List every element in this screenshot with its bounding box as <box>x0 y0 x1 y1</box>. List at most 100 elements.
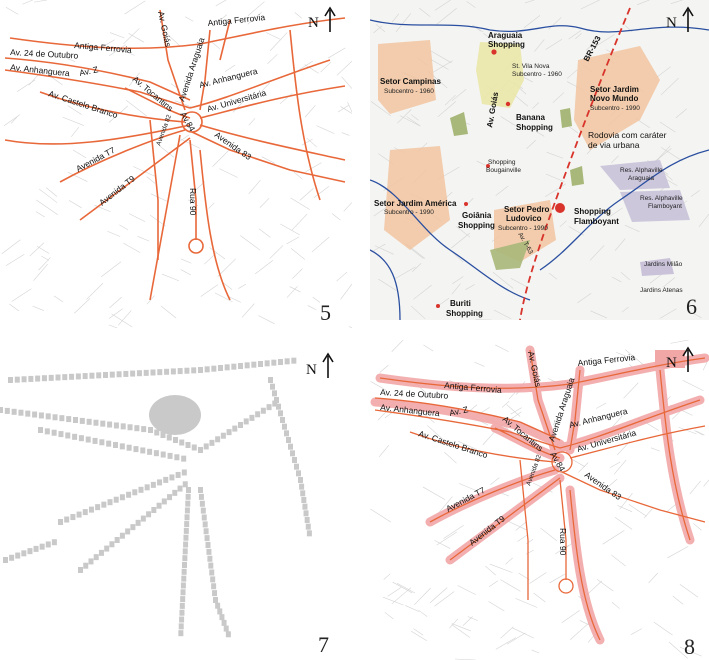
street-segment <box>596 578 614 592</box>
street-segment <box>340 283 352 300</box>
street-segment <box>466 1 476 8</box>
street-segment <box>101 261 122 277</box>
street-segment <box>341 76 352 89</box>
street-segment <box>495 344 509 352</box>
street-segment <box>340 106 352 114</box>
north-label: N <box>666 355 677 371</box>
street-segment <box>261 82 270 92</box>
commercial-block <box>185 500 191 507</box>
street-segment <box>549 573 566 584</box>
rivers <box>370 19 709 320</box>
street-segment <box>566 69 578 79</box>
street-segment <box>643 508 653 519</box>
commercial-block <box>224 364 230 371</box>
commercial-block <box>21 376 27 383</box>
urban-centers-map-6: Araguaia Shopping St. Vila Nova Subcentr… <box>370 0 709 320</box>
commercial-block <box>208 562 214 569</box>
street-segment <box>474 361 485 367</box>
street-segment <box>611 155 619 164</box>
commercial-block <box>200 507 206 514</box>
label-alph-arag: Res. Alphaville <box>620 167 663 174</box>
street-segment <box>5 253 25 266</box>
corridor-ne-block <box>655 350 685 368</box>
commercial-block <box>38 427 43 433</box>
street-segment <box>45 187 58 197</box>
street-segment <box>659 308 677 319</box>
map-panel-8: Antiga Ferrovia Antiga Ferrovia Av. Goiá… <box>370 340 709 660</box>
commercial-block <box>182 481 188 488</box>
street-segment <box>337 104 350 113</box>
commercial-block <box>144 484 150 491</box>
street-segment <box>410 114 419 121</box>
street-segment <box>32 305 44 311</box>
street-segment <box>500 116 516 126</box>
label-campinas-sub: Subcentro - 1960 <box>384 88 434 95</box>
panel-number-8: 8 <box>684 634 695 659</box>
commercial-block <box>147 448 153 455</box>
commercial-block <box>198 367 203 373</box>
street-segment <box>241 303 255 318</box>
commercial-block <box>14 376 20 383</box>
street-segment <box>611 554 626 567</box>
street-segment <box>259 197 270 208</box>
street-segment <box>118 48 135 56</box>
street-segment <box>238 283 247 289</box>
street-segment <box>495 185 509 196</box>
street-segment <box>696 430 705 436</box>
commercial-block <box>150 481 156 488</box>
street-segment <box>291 213 308 231</box>
panel-number-7: 7 <box>318 632 329 657</box>
street-segment <box>341 132 350 136</box>
street-segment <box>463 198 474 208</box>
commercial-block <box>119 494 125 501</box>
street-segment <box>628 504 647 517</box>
street-segment <box>391 13 400 23</box>
street-segment <box>307 305 317 311</box>
street-segment <box>232 97 247 113</box>
commercial-block <box>182 555 188 562</box>
street-segment <box>379 364 389 373</box>
arterial-roads <box>374 349 706 641</box>
street-segment <box>74 298 91 314</box>
commercial-block <box>260 407 266 414</box>
commercial-block <box>183 527 189 534</box>
street-segment <box>449 618 459 629</box>
label-milao: Jardins Milão <box>644 261 683 268</box>
corridor-av-anhanguera-w <box>370 397 565 449</box>
commercial-block <box>125 528 131 535</box>
label-jardim-novo: Setor Jardim <box>590 85 639 94</box>
commercial-block <box>217 608 223 615</box>
commercial-block <box>9 554 15 561</box>
street-segment <box>648 572 659 584</box>
road-network-map-5: Antiga Ferrovia Antiga Ferrovia Av. Goiá… <box>1 0 352 328</box>
commercial-block <box>203 443 209 450</box>
commercial-block <box>191 444 197 451</box>
commercial-block <box>181 469 187 476</box>
commercial-block <box>290 450 295 457</box>
commercial-block <box>284 430 289 437</box>
street-segment <box>117 310 132 326</box>
street-segment <box>343 202 352 212</box>
street-segment <box>286 286 298 298</box>
label-goiania-shop: Goiânia <box>462 211 492 220</box>
commercial-block <box>286 437 291 443</box>
commercial-block <box>126 491 132 498</box>
commercial-block <box>305 523 311 530</box>
commercial-block <box>251 361 257 368</box>
park-2 <box>560 108 572 128</box>
commercial-block <box>223 625 229 632</box>
label-pedro: Setor Pedro <box>504 205 549 214</box>
commercial-block <box>255 411 261 418</box>
label-antiga-ferrovia: Antiga Ferrovia <box>74 40 133 55</box>
commercial-block <box>38 412 44 419</box>
street-segment <box>534 39 545 52</box>
street-segment <box>150 193 168 202</box>
commercial-block <box>300 490 306 497</box>
street-segment <box>41 255 50 261</box>
label-av-castelo-branco: Av. Castelo Branco <box>417 428 489 460</box>
commercial-blocks <box>0 357 312 638</box>
commercial-block <box>226 429 232 436</box>
street-segment <box>592 34 615 49</box>
commercial-block <box>73 417 78 423</box>
street-segment <box>512 627 535 639</box>
